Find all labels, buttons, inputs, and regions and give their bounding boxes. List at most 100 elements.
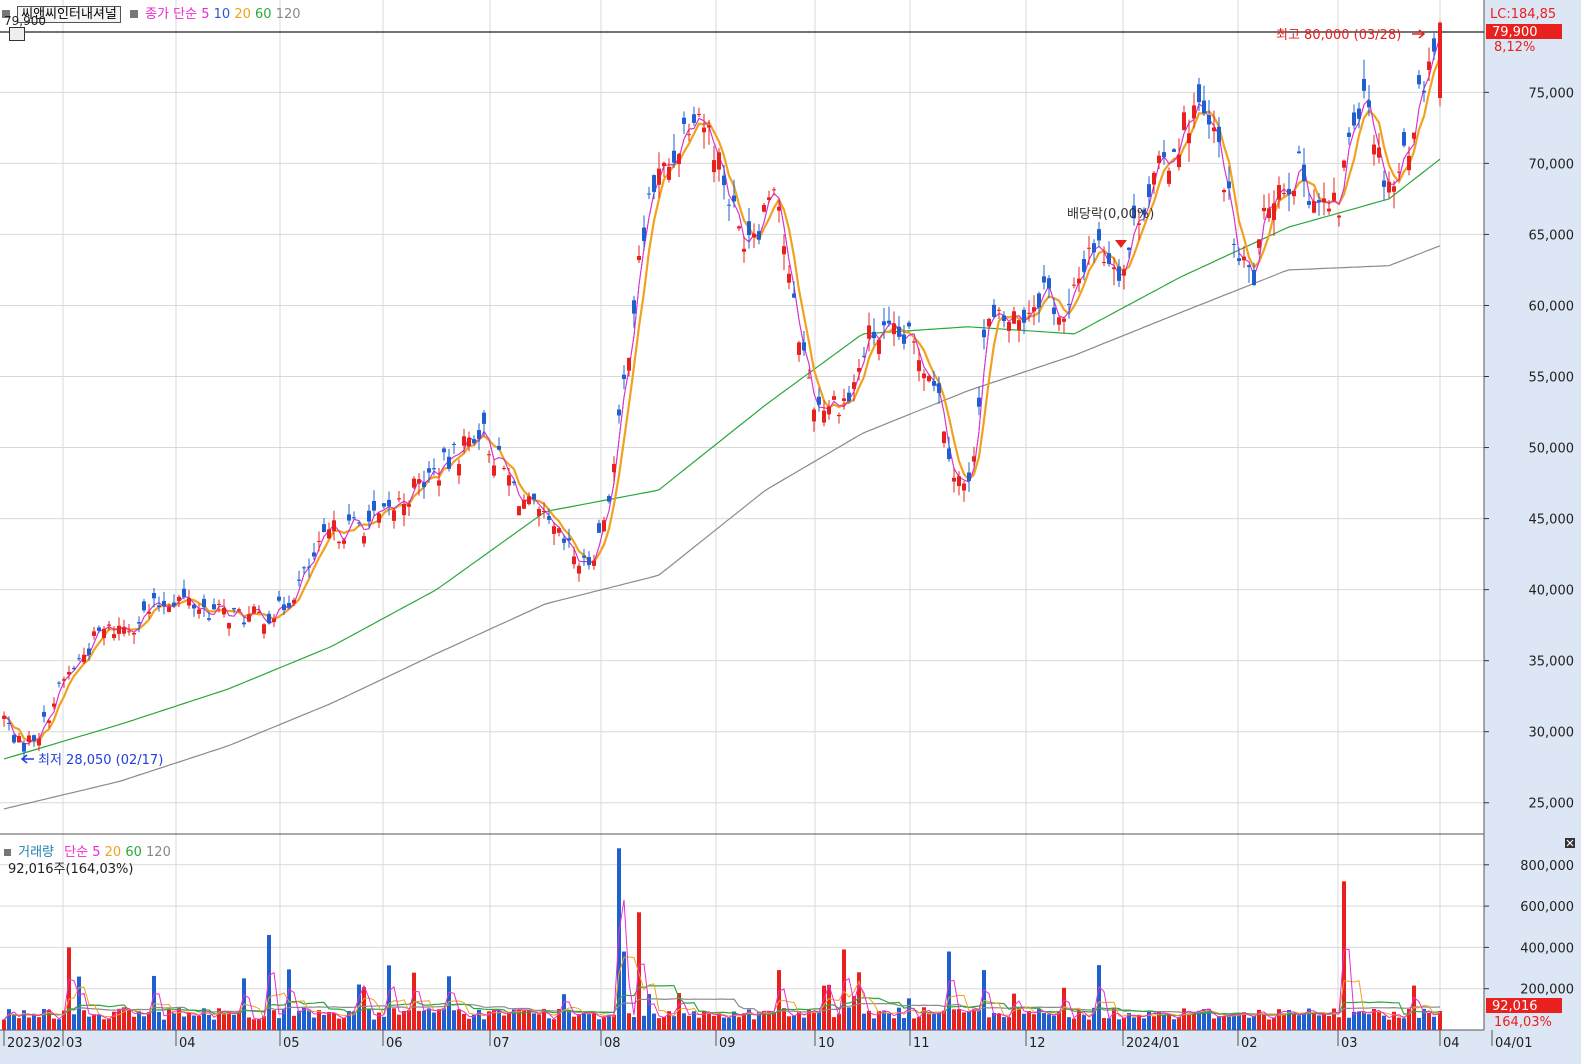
candle-body [1007, 321, 1011, 331]
volume-bar [1012, 993, 1016, 1030]
time-axis-label: 12 [1029, 1036, 1046, 1051]
candle-body [37, 738, 41, 746]
candle-body [1407, 155, 1411, 171]
candle-body [667, 166, 671, 180]
candle-body [1082, 259, 1086, 272]
candle-body [782, 246, 786, 255]
volume-bar [562, 994, 566, 1030]
volume-bar [457, 1009, 461, 1030]
volume-bar [372, 1019, 376, 1030]
volume-axis-ticks: 800,000 600,000 400,000 200,000 [1484, 859, 1574, 998]
volume-bar [472, 1014, 476, 1030]
volume-bar [1202, 1009, 1206, 1030]
time-axis-label: 07 [493, 1036, 510, 1051]
candle-body [292, 599, 296, 604]
ma10-label: 10 [213, 7, 231, 22]
volume-bar [677, 993, 681, 1030]
candle-body [1232, 243, 1236, 245]
legend-square-icon [129, 10, 138, 18]
volume-bar [1392, 1011, 1396, 1030]
price-ma-label: 종가 단순 [145, 7, 198, 22]
volume-bar [837, 1013, 841, 1030]
ma120-label: 120 [275, 7, 301, 22]
candle-body [792, 293, 796, 298]
candle-body [1412, 132, 1416, 139]
candle-body [27, 735, 31, 742]
candle-body [1347, 132, 1351, 137]
volume-bar [1102, 1018, 1106, 1030]
candle-body [1052, 307, 1056, 315]
time-axis-label: 2024/01 [1126, 1036, 1180, 1051]
candle-body [962, 483, 966, 491]
candle-body [542, 510, 546, 512]
volume-bar [1282, 1013, 1286, 1030]
volume-bar [827, 984, 831, 1030]
price-gridlines [0, 91, 1484, 804]
volume-bar [387, 965, 391, 1030]
volume-bar [862, 1013, 866, 1030]
volume-bar [1137, 1014, 1141, 1030]
volume-bar [1272, 1017, 1276, 1030]
volume-bar [797, 1011, 801, 1030]
volume-bar [497, 1010, 501, 1030]
candle-body [42, 711, 46, 717]
candle-body [967, 472, 971, 481]
volume-bar [637, 912, 641, 1030]
lc-label: LC:184,85 [1490, 7, 1556, 22]
volume-bar [282, 1008, 286, 1030]
volume-bar [272, 1010, 276, 1030]
ma120-line [3, 245, 1441, 810]
candle-body [207, 618, 211, 620]
candle-body [467, 437, 471, 447]
candle-body [642, 227, 646, 241]
time-axis-label: 02 [1241, 1036, 1258, 1051]
candle-body [367, 510, 371, 522]
volume-bar [977, 1009, 981, 1030]
candle-body [457, 464, 461, 476]
candle-body [452, 443, 456, 445]
volume-bar [1422, 1008, 1426, 1030]
volume-bar [67, 947, 71, 1030]
volume-bar [357, 984, 361, 1030]
volume-bar [217, 1008, 221, 1030]
candle-body [772, 189, 776, 191]
candle-body [717, 152, 721, 170]
candle-body [702, 127, 706, 133]
volume-bar [1187, 1013, 1191, 1030]
time-axis-label: 05 [283, 1036, 300, 1051]
volume-bar [227, 1011, 231, 1030]
grid-toggle-icon[interactable] [9, 27, 25, 41]
volume-bar [1357, 1011, 1361, 1030]
candle-body [1132, 205, 1136, 219]
candle-body [657, 168, 661, 185]
candle-body [712, 160, 716, 173]
volume-bar [892, 1018, 896, 1030]
candle-body [232, 607, 236, 610]
price-tick-label: 45,000 [1529, 513, 1575, 528]
candle-body [797, 342, 801, 355]
candle-body [1432, 38, 1436, 52]
ma60-label: 60 [255, 7, 272, 22]
volume-bar [592, 1012, 596, 1030]
price-tick-label: 30,000 [1529, 726, 1575, 741]
volume-bar [777, 970, 781, 1030]
candle-body [1362, 78, 1366, 91]
candle-body [907, 322, 911, 327]
candle-body [987, 318, 991, 327]
candle-body [842, 398, 846, 401]
volume-bar [1327, 1015, 1331, 1030]
volume-bar [257, 1019, 261, 1030]
time-axis-label: 06 [386, 1036, 403, 1051]
stock-name-button[interactable]: 씨앤씨인터내셔널 [17, 6, 121, 23]
volume-bar [1367, 1014, 1371, 1030]
volume-bar [737, 1017, 741, 1030]
volume-bar [232, 1014, 236, 1030]
volume-bar [1432, 1016, 1436, 1030]
candle-body [1352, 112, 1356, 126]
candle-body [1392, 186, 1396, 192]
volume-bar [542, 1008, 546, 1030]
candle-body [922, 373, 926, 379]
candle-body [1167, 170, 1171, 184]
